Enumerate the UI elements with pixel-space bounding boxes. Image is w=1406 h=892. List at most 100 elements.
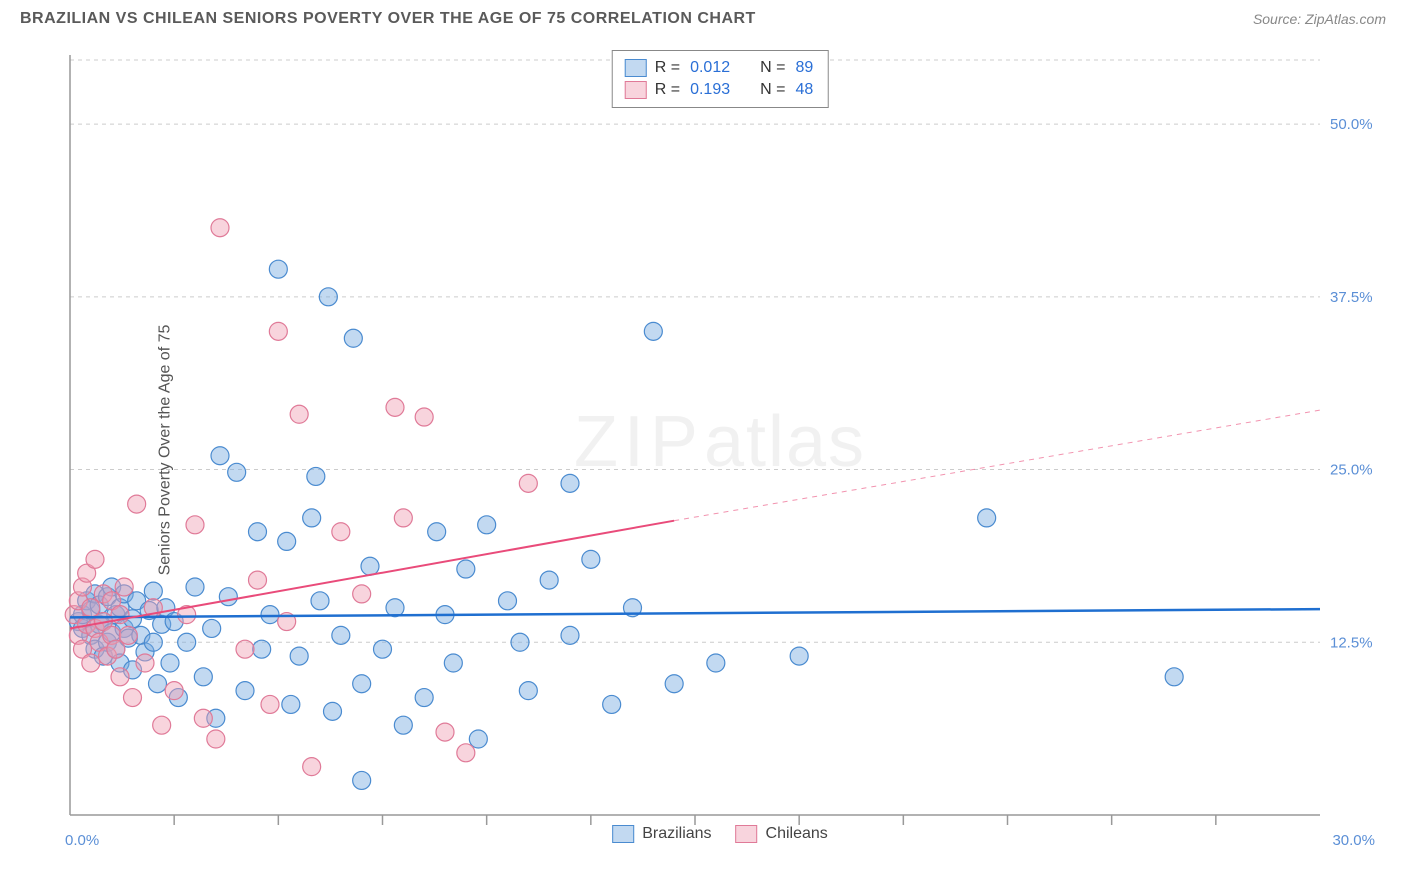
data-point: [194, 668, 212, 686]
data-point: [1165, 668, 1183, 686]
chart-header: BRAZILIAN VS CHILEAN SENIORS POVERTY OVE…: [0, 0, 1406, 33]
data-point: [282, 695, 300, 713]
y-tick-label: 37.5%: [1330, 289, 1373, 306]
data-point: [386, 398, 404, 416]
data-point: [144, 582, 162, 600]
data-point: [178, 633, 196, 651]
data-point: [115, 578, 133, 596]
data-point: [136, 654, 154, 672]
y-tick-label: 25.0%: [1330, 462, 1373, 479]
legend-item: Chileans: [736, 825, 828, 843]
data-point: [211, 219, 229, 237]
r-label: R =: [655, 81, 680, 99]
data-point: [236, 640, 254, 658]
legend-swatch: [736, 825, 758, 843]
data-point: [344, 329, 362, 347]
data-point: [186, 578, 204, 596]
series-legend: Brazilians Chileans: [612, 825, 828, 843]
x-max-label: 30.0%: [1332, 832, 1375, 849]
stats-legend: R =0.012N =89R =0.193N =48: [612, 50, 829, 108]
data-point: [119, 626, 137, 644]
chart-title: BRAZILIAN VS CHILEAN SENIORS POVERTY OVE…: [20, 10, 756, 28]
data-point: [707, 654, 725, 672]
legend-item: Brazilians: [612, 825, 711, 843]
data-point: [519, 682, 537, 700]
data-point: [236, 682, 254, 700]
legend-swatch: [625, 81, 647, 99]
r-label: R =: [655, 59, 680, 77]
stats-legend-row: R =0.193N =48: [625, 79, 816, 101]
data-point: [790, 647, 808, 665]
data-point: [228, 463, 246, 481]
legend-label: Chileans: [766, 825, 828, 843]
n-value: 48: [795, 81, 813, 99]
data-point: [194, 709, 212, 727]
data-point: [124, 689, 142, 707]
data-point: [249, 571, 267, 589]
n-label: N =: [760, 81, 785, 99]
y-tick-label: 50.0%: [1330, 116, 1373, 133]
data-point: [303, 509, 321, 527]
data-point: [144, 633, 162, 651]
data-point: [415, 689, 433, 707]
data-point: [290, 647, 308, 665]
data-point: [165, 682, 183, 700]
data-point: [415, 408, 433, 426]
data-point: [332, 626, 350, 644]
data-point: [561, 474, 579, 492]
n-label: N =: [760, 59, 785, 77]
data-point: [203, 619, 221, 637]
data-point: [153, 716, 171, 734]
data-point: [644, 322, 662, 340]
chart-container: Seniors Poverty Over the Age of 75 ZIPat…: [50, 45, 1390, 855]
data-point: [311, 592, 329, 610]
data-point: [307, 467, 325, 485]
data-point: [394, 509, 412, 527]
data-point: [253, 640, 271, 658]
data-point: [207, 730, 225, 748]
data-point: [128, 495, 146, 513]
data-point: [469, 730, 487, 748]
data-point: [82, 654, 100, 672]
data-point: [499, 592, 517, 610]
data-point: [665, 675, 683, 693]
data-point: [478, 516, 496, 534]
data-point: [436, 723, 454, 741]
data-point: [561, 626, 579, 644]
data-point: [149, 675, 167, 693]
legend-swatch: [612, 825, 634, 843]
data-point: [374, 640, 392, 658]
data-point: [353, 771, 371, 789]
data-point: [111, 668, 129, 686]
y-axis-label: Seniors Poverty Over the Age of 75: [156, 325, 174, 576]
legend-swatch: [625, 59, 647, 77]
data-point: [361, 557, 379, 575]
y-tick-label: 12.5%: [1330, 634, 1373, 651]
trend-line-chileans-extrapolated: [674, 410, 1320, 521]
data-point: [303, 758, 321, 776]
data-point: [261, 606, 279, 624]
data-point: [86, 550, 104, 568]
data-point: [278, 532, 296, 550]
data-point: [582, 550, 600, 568]
data-point: [82, 599, 100, 617]
data-point: [603, 695, 621, 713]
data-point: [290, 405, 308, 423]
data-point: [261, 695, 279, 713]
data-point: [457, 744, 475, 762]
data-point: [540, 571, 558, 589]
data-point: [269, 322, 287, 340]
data-point: [269, 260, 287, 278]
scatter-chart: 12.5% 25.0% 37.5% 50.0% 0.0% 30.0%: [50, 45, 1390, 855]
legend-label: Brazilians: [642, 825, 711, 843]
data-point: [353, 585, 371, 603]
data-point: [511, 633, 529, 651]
data-point: [428, 523, 446, 541]
data-point: [249, 523, 267, 541]
data-point: [332, 523, 350, 541]
data-point: [161, 654, 179, 672]
data-point: [353, 675, 371, 693]
data-point: [319, 288, 337, 306]
data-point: [444, 654, 462, 672]
x-min-label: 0.0%: [65, 832, 99, 849]
